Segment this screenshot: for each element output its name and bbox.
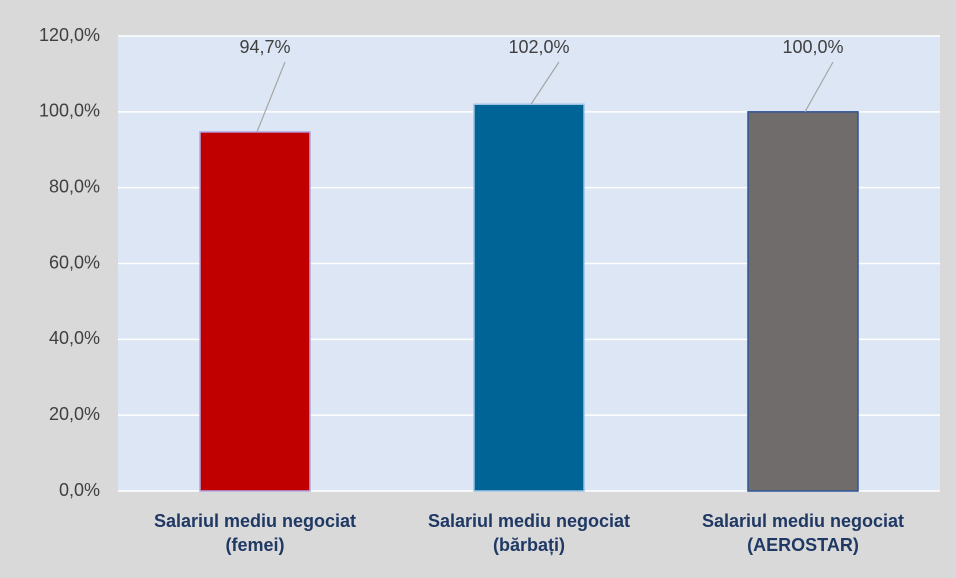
data-label: 100,0% [782,37,843,57]
y-tick-label: 0,0% [59,480,100,500]
leader-line [804,61,834,113]
data-label: 102,0% [508,37,569,57]
x-tick-label: Salariul mediu negociat (AEROSTAR) [701,511,905,555]
y-tick-label: 40,0% [49,328,100,348]
data-label: 94,7% [239,37,290,57]
bar [747,111,859,492]
y-tick-label: 20,0% [49,404,100,424]
leader-line [530,61,560,105]
x-tick-label: Salariul mediu negociat (femei) [153,511,357,555]
y-tick-label: 60,0% [49,252,100,272]
bar [473,103,585,492]
y-tick-label: 100,0% [39,101,100,121]
y-tick-label: 120,0% [39,25,100,45]
x-tick-label: Salariul mediu negociat (bărbați) [427,511,631,555]
leader-line [256,61,286,133]
y-tick-label: 80,0% [49,176,100,196]
bar [199,131,311,492]
